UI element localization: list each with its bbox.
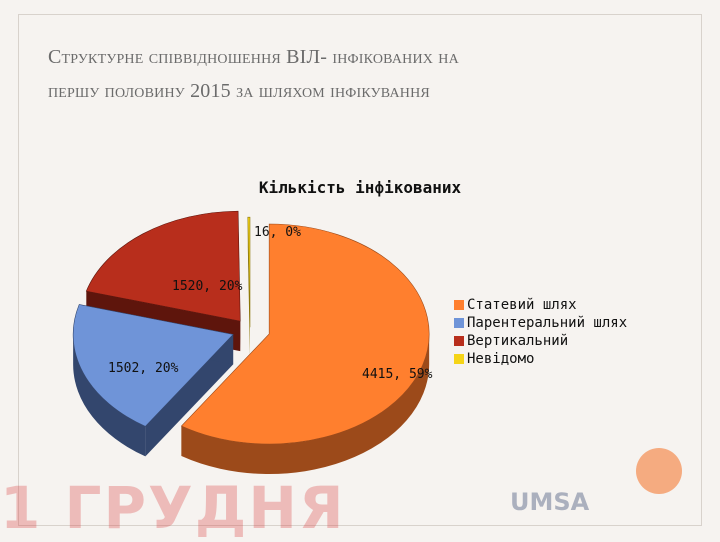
decorative-circle — [636, 448, 682, 494]
pie-slice-wall-1-0 — [145, 334, 234, 457]
pie-slice-2 — [85, 210, 241, 322]
legend-item-0: Статевий шлях — [454, 296, 627, 314]
slide-title-line-1: Структурне співвідношення ВІЛ- інфікован… — [48, 46, 459, 68]
pie-data-label-0: 4415, 59% — [362, 367, 433, 382]
legend-item-3: Невідомо — [454, 350, 627, 368]
pie-data-label-2: 1520, 20% — [172, 279, 243, 294]
legend-label-3: Невідомо — [467, 351, 535, 367]
pie-slice-side-1-0 — [73, 334, 146, 457]
legend-label-0: Статевий шлях — [467, 297, 577, 313]
legend-swatch-0 — [454, 300, 464, 310]
pie-slice-0 — [180, 223, 430, 445]
legend-label-1: Парентеральний шлях — [467, 315, 628, 331]
slide-title-line-2: першу половину 2015 за шляхом інфікуванн… — [48, 80, 430, 102]
pie-slice-side-0-0 — [181, 334, 430, 475]
legend-item-2: Вертикальний — [454, 332, 627, 350]
chart-legend: Статевий шлях Парентеральний шлях Вертикал… — [454, 296, 627, 368]
legend-label-2: Вертикальний — [467, 333, 569, 349]
pie-slice-1 — [72, 304, 234, 427]
watermark-text: 1 ГРУДНЯ — [0, 474, 346, 542]
pie-data-label-1: 1502, 20% — [108, 361, 179, 376]
slide-title: Структурне співвідношення ВІЛ- інфікован… — [48, 40, 688, 108]
umsa-logo: UMSA — [510, 488, 590, 516]
pie-data-label-3: 16, 0% — [254, 225, 301, 240]
legend-swatch-1 — [454, 318, 464, 328]
pie-slice-3 — [247, 216, 251, 328]
chart-title: Кількість інфікованих — [258, 178, 462, 197]
legend-item-1: Парентеральний шлях — [454, 314, 627, 332]
legend-swatch-2 — [454, 336, 464, 346]
legend-swatch-3 — [454, 354, 464, 364]
